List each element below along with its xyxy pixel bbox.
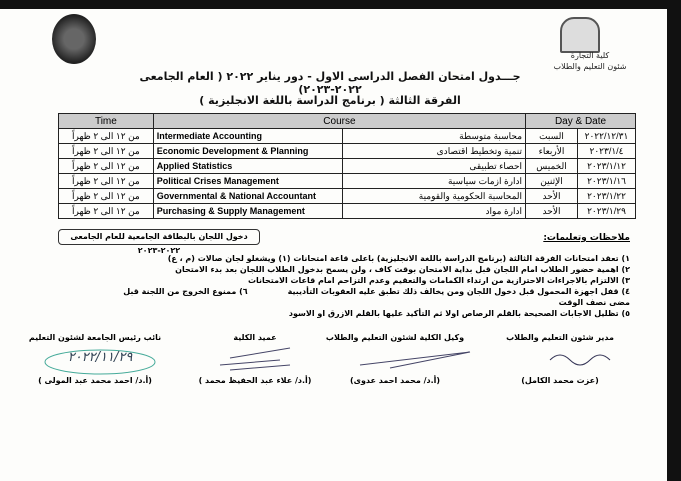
note-item: ٢) اهمية حضور الطلاب امام اللجان قبل بدا…: [175, 265, 630, 274]
handwritten-signatures: [44, 347, 611, 375]
course-name-en: Economic Development & Planning: [152, 143, 344, 159]
course-name-en: Applied Statistics: [152, 158, 344, 174]
header-course: Course: [152, 113, 527, 129]
signatory-name-4: (أ.د/ احمد محمد عبد المولى ): [38, 376, 152, 385]
exam-time: من ١٢ الى ٢ ظهراً: [58, 203, 154, 219]
table-row: من ١٢ الى ٢ ظهراً Applied Statistics احصاء…: [58, 158, 637, 174]
notes-list: ١) تعقد امتحانات الفرقة الثالثة (برنامج …: [120, 253, 630, 319]
course-name-ar: المحاسبة الحكومية والقومية: [342, 188, 527, 204]
header-time: Time: [58, 113, 154, 129]
table-row: من ١٢ الى ٢ ظهراً Governmental & National…: [58, 188, 637, 204]
exam-day: الأحد: [525, 188, 578, 204]
exam-date: ٢٠٢٣/١/١٢: [576, 158, 637, 174]
university-seal-logo: [52, 14, 96, 64]
faculty-header: كلية التجارة شئون التعليم والطلاب: [545, 50, 635, 72]
note-item-6: ٦) ممنوع الخروج من اللجنة قبل مضى نصف ال…: [123, 287, 630, 307]
notes-title: ملاحظات وتعليمات:: [543, 233, 630, 243]
exam-date: ٢٠٢٣/١/٤: [576, 143, 637, 159]
exam-schedule-table: Time Course Day & Date من ١٢ الى ٢ ظهراً…: [58, 113, 637, 219]
course-name-ar: تنمية وتخطيط اقتصادى: [342, 143, 527, 159]
signature-title-4: نائب رئيس الجامعة لشئون التعليم: [28, 333, 162, 342]
exam-day: الأربعاء: [525, 143, 578, 159]
table-row: من ١٢ الى ٢ ظهراً Political Crises Manage…: [58, 173, 637, 189]
exam-day: الأحد: [525, 203, 578, 219]
exam-day: الإثنين: [525, 173, 578, 189]
signature-title-3: عميد الكلية: [233, 333, 277, 342]
exam-day: الخميس: [525, 158, 578, 174]
department-name: شئون التعليم والطلاب: [553, 62, 627, 71]
faculty-name: كلية التجارة: [570, 51, 610, 60]
exam-day: السبت: [525, 128, 578, 144]
exam-time: من ١٢ الى ٢ ظهراً: [58, 173, 154, 189]
table-row: من ١٢ الى ٢ ظهراً Intermediate Accounting…: [58, 128, 637, 144]
exam-time: من ١٢ الى ٢ ظهراً: [58, 143, 154, 159]
exam-time: من ١٢ الى ٢ ظهراً: [58, 158, 154, 174]
table-header-row: Time Course Day & Date: [58, 113, 636, 129]
course-name-en: Governmental & National Accountant: [152, 188, 344, 204]
header-day-date: Day & Date: [525, 113, 636, 129]
note-item: ٤) قفل اجهزة المحمول قبل دخول اللجان ومن…: [123, 287, 630, 307]
course-name-ar: ادارة مواد: [342, 203, 527, 219]
course-name-ar: ادارة ازمات سياسية: [342, 173, 527, 189]
course-name-ar: محاسبة متوسطة: [342, 128, 527, 144]
course-name-en: Purchasing & Supply Management: [152, 203, 344, 219]
exam-date: ٢٠٢٣/١/٢٩: [576, 203, 637, 219]
course-name-ar: احصاء تطبيقى: [342, 158, 527, 174]
document-page: [0, 9, 667, 481]
signature-title-1: مدير شئون التعليم والطلاب: [506, 333, 614, 342]
handwritten-date: ٢٠٢٢/١١/٢٩: [67, 350, 133, 365]
note-item: ٥) تظليل الاجابات الصحيحة بالقلم الرصاص …: [288, 309, 630, 318]
signature-title-2: وكيل الكلية لشئون التعليم والطلاب: [325, 333, 465, 342]
exam-date: ٢٠٢٢/١٢/٣١: [576, 128, 637, 144]
table-row: من ١٢ الى ٢ ظهراً Purchasing & Supply Man…: [58, 203, 637, 219]
id-card-notice: دخول اللجان بالبطاقة الجامعية للعام الجا…: [58, 229, 260, 255]
faculty-logo: [560, 17, 600, 53]
exam-date: ٢٠٢٣/١/١٦: [576, 173, 637, 189]
exam-time: من ١٢ الى ٢ ظهراً: [58, 128, 154, 144]
exam-time: من ١٢ الى ٢ ظهراً: [58, 188, 154, 204]
note-item: ١) تعقد امتحانات الفرقة الثالثة (برنامج …: [167, 254, 630, 263]
document-subtitle: الفرقة الثالثة ( برنامج الدراسة باللغة ا…: [199, 94, 461, 107]
exam-date: ٢٠٢٣/١/٢٢: [576, 188, 637, 204]
note-item: ٣) الالتزام بالاجراءات الاحترازية من ارت…: [247, 276, 630, 285]
course-name-en: Intermediate Accounting: [152, 128, 344, 144]
signatory-name-2: (أ.د/ محمد احمد عدوى): [349, 376, 441, 385]
document-title: جـــدول امتحان الفصل الدراسى الاول - دور…: [139, 70, 521, 96]
course-name-en: Political Crises Management: [152, 173, 344, 189]
signatory-name-1: (عزت محمد الكامل): [521, 376, 599, 385]
signatory-name-3: (أ.د/ علاء عبد الحفيظ محمد ): [198, 376, 312, 385]
table-row: من ١٢ الى ٢ ظهراً Economic Development & …: [58, 143, 637, 159]
